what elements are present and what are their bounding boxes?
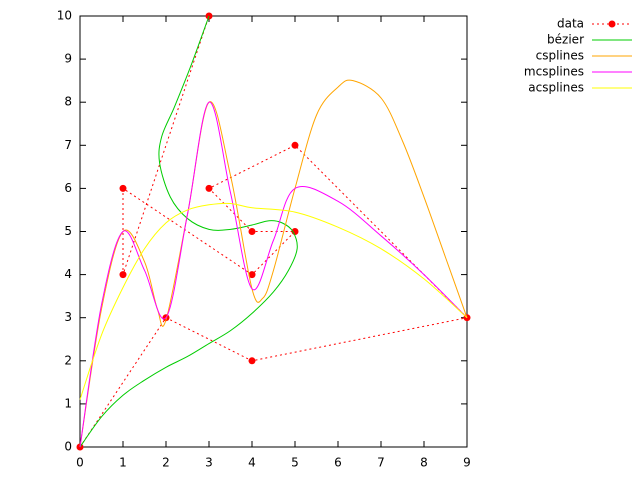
y-tick-label: 0 bbox=[64, 440, 72, 454]
y-tick-label: 8 bbox=[64, 95, 72, 109]
y-tick-label: 5 bbox=[64, 224, 72, 238]
y-tick-label: 9 bbox=[64, 52, 72, 66]
x-tick-label: 5 bbox=[291, 456, 299, 470]
smooth-curve bbox=[79, 202, 468, 400]
x-tick-label: 7 bbox=[377, 456, 385, 470]
x-tick-label: 3 bbox=[205, 456, 213, 470]
data-point bbox=[248, 271, 256, 279]
x-tick-label: 0 bbox=[76, 456, 84, 470]
y-tick-label: 1 bbox=[64, 396, 72, 410]
data-point bbox=[291, 141, 299, 149]
y-tick-label: 4 bbox=[64, 267, 72, 281]
legend-label: acsplines bbox=[528, 81, 584, 95]
data-point bbox=[119, 184, 127, 192]
legend-label: csplines bbox=[536, 49, 584, 63]
y-tick-label: 6 bbox=[64, 181, 72, 195]
data-point bbox=[248, 228, 256, 235]
y-tick-label: 7 bbox=[64, 138, 72, 152]
data-point bbox=[248, 357, 256, 365]
legend-label: bézier bbox=[547, 33, 584, 47]
y-tick-label: 3 bbox=[64, 310, 72, 324]
y-tick-label: 2 bbox=[64, 353, 72, 367]
x-tick-label: 2 bbox=[162, 456, 170, 470]
x-tick-label: 8 bbox=[420, 456, 428, 470]
smooth-curve bbox=[79, 15, 298, 448]
data-point bbox=[205, 184, 213, 192]
x-tick-label: 9 bbox=[463, 456, 471, 470]
smooth-curve bbox=[79, 101, 468, 448]
data-line bbox=[79, 15, 469, 448]
legend-label: mcsplines bbox=[524, 65, 584, 79]
x-tick-label: 6 bbox=[334, 456, 342, 470]
legend-marker bbox=[608, 20, 616, 28]
x-tick-label: 4 bbox=[248, 456, 256, 470]
y-tick-label: 10 bbox=[57, 9, 72, 23]
x-tick-label: 1 bbox=[119, 456, 127, 470]
legend-label: data bbox=[557, 17, 584, 31]
data-point bbox=[119, 271, 127, 279]
smooth-curve bbox=[79, 79, 468, 448]
plot-border bbox=[79, 15, 468, 448]
